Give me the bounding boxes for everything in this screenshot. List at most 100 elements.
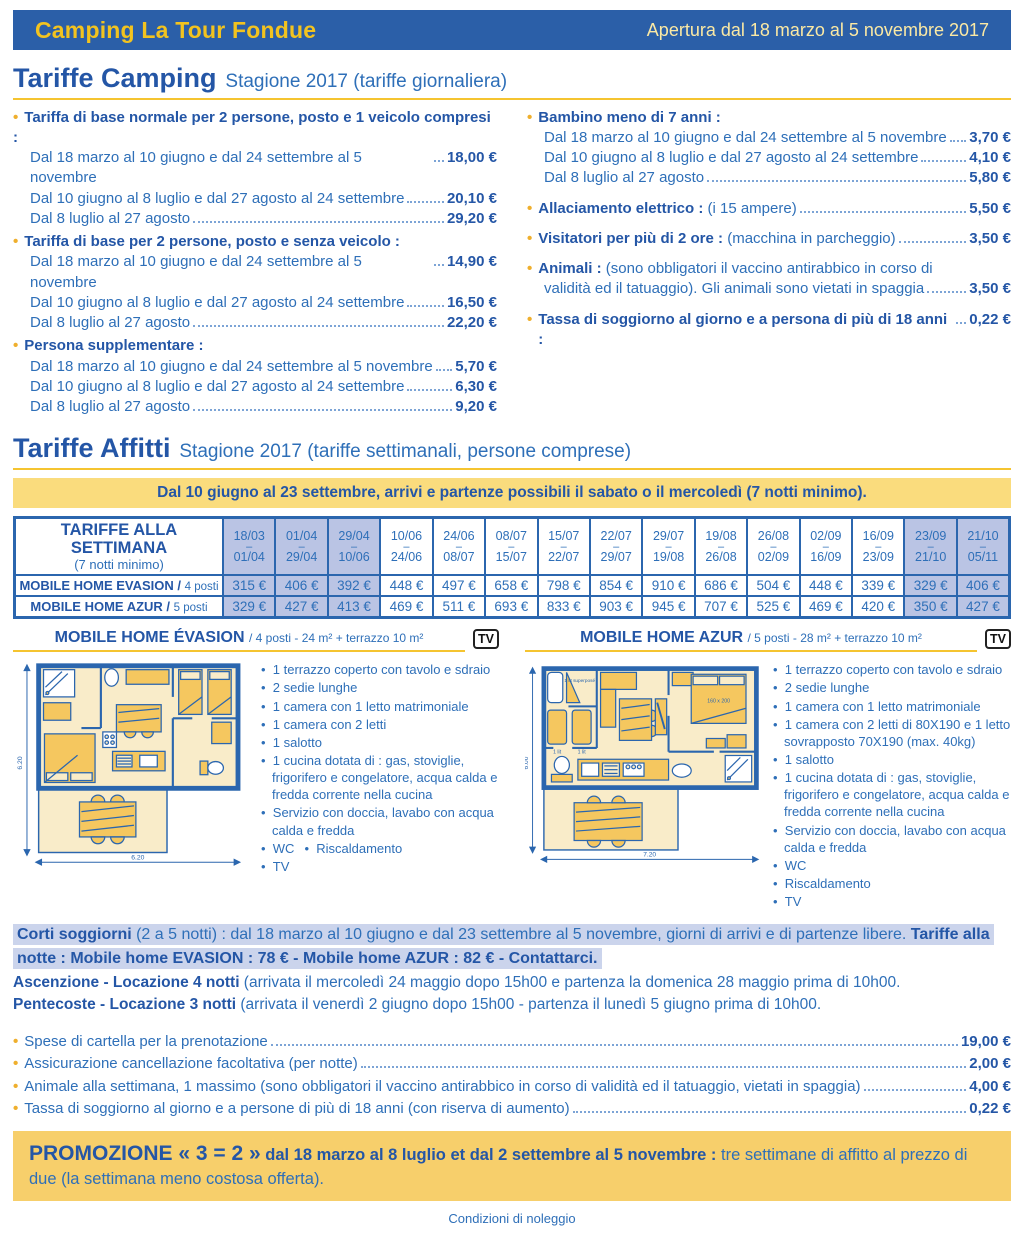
feature-item: 1 salotto [261, 734, 499, 751]
shower-icon [724, 755, 753, 783]
price-label: Dal 18 marzo al 10 giugno e dal 24 sette… [544, 128, 947, 146]
dining-table-icon [618, 698, 658, 742]
date-column: 16/09–23/09 [851, 516, 906, 577]
price-line: Dal 10 giugno al 8 luglio e dal 27 agost… [527, 148, 1011, 168]
cabinet [671, 671, 694, 687]
tv-icon: TV [985, 629, 1011, 650]
feature-item: Servizio con doccia, lavabo con acqua ca… [773, 822, 1011, 856]
azur-floor-plan: 6.00 7.20 [525, 666, 760, 864]
bullet-icon: • [13, 337, 19, 355]
price-value: 29,20 € [446, 209, 497, 227]
price-value: 9,20 € [455, 398, 497, 416]
feature-item: 1 cucina dotata di : gas, stoviglie, fri… [261, 752, 499, 803]
price-value: 0,22 € [969, 310, 1011, 328]
extra-label: Animale alla settimana, 1 massimo (sono … [24, 1077, 861, 1095]
price-cell: 707 € [693, 595, 749, 619]
price-label: Dal 8 luglio al 27 agosto [30, 209, 191, 227]
short-stays-text: (2 a 5 notti) : dal 18 marzo al 10 giugn… [131, 926, 911, 944]
tariff-group: • Allaciamento elettrico : (i 15 ampere) 5… [527, 199, 1011, 219]
extra-price: 0,22 € [969, 1100, 1011, 1118]
extra-line: • Spese di cartella per la prenotazione 19… [13, 1031, 1011, 1054]
feature-item: WC [773, 857, 1011, 874]
rental-conditions-link[interactable]: Condizioni di noleggio [448, 1211, 576, 1227]
dot-leader [407, 388, 453, 391]
price-cell: 406 € [955, 574, 1011, 598]
date-column: 26/08–02/09 [746, 516, 801, 577]
price-cell: 448 € [379, 574, 434, 598]
price-cell: 329 € [221, 595, 277, 619]
price-value: 16,50 € [446, 293, 497, 311]
dot-leader [956, 321, 967, 324]
dot-leader [707, 180, 967, 183]
price-value: 20,10 € [446, 189, 497, 207]
bunk-label: 1 lit superposé [564, 678, 595, 684]
price-line: Dal 10 giugno al 8 luglio e dal 27 agost… [13, 189, 497, 209]
feature-item: 1 terrazzo coperto con tavolo e sdraio [261, 661, 499, 678]
price-cell: 686 € [693, 574, 749, 598]
feature-item: 1 terrazzo coperto con tavolo e sdraio [773, 661, 1011, 678]
camping-left-column: • Tariffa di base normale per 2 persone, … [13, 108, 497, 421]
price-value: 22,20 € [446, 314, 497, 332]
dot-leader [927, 291, 967, 294]
table-header-row: TARIFFE ALLA SETTIMANA (7 notti minimo) … [13, 516, 1011, 577]
header-bar: Camping La Tour Fondue Apertura dal 18 m… [13, 10, 1011, 50]
feature-item: 1 camera con 1 letto matrimoniale [261, 698, 499, 715]
tariff-heading: Tariffa di base per 2 persone, posto e s… [24, 233, 400, 251]
price-line: • Visitatori per più di 2 ore : (macchina… [527, 229, 1011, 249]
price-cell: 413 € [326, 595, 382, 619]
price-value: 3,70 € [969, 128, 1011, 146]
dot-leader [407, 200, 444, 203]
camping-title: Tariffe Camping Stagione 2017 (tariffe g… [13, 60, 1011, 94]
price-line: • Allaciamento elettrico : (i 15 ampere) 5… [527, 199, 1011, 219]
bed-label: 1 lit [578, 750, 587, 756]
evasion-feature-list: 1 terrazzo coperto con tavolo e sdraio 2… [251, 660, 499, 876]
date-column: 22/07–29/07 [588, 516, 644, 577]
price-cell: 833 € [536, 595, 591, 619]
tariff-group: • Bambino meno di 7 anni : Dal 18 marzo a… [527, 108, 1011, 189]
feature-item: WC Riscaldamento [261, 840, 499, 857]
price-label: Dal 8 luglio al 27 agosto [544, 169, 705, 187]
feature-item: 2 sedie lunghe [261, 679, 499, 696]
price-line: Dal 18 marzo al 10 giugno e dal 24 sette… [13, 252, 497, 293]
date-column: 18/03–01/04 [221, 516, 277, 577]
bath-sink-icon [671, 763, 692, 779]
table-row-azur: MOBILE HOME AZUR / 5 posti 329 € 427 € 4… [13, 595, 1011, 619]
weekly-tariff-table: TARIFFE ALLA SETTIMANA (7 notti minimo) … [13, 515, 1011, 620]
dot-leader [433, 264, 444, 267]
kitchen-counter-icon [577, 758, 670, 781]
tv-icon: TV [473, 629, 499, 650]
section-extras: • Spese di cartella per la prenotazione 19… [13, 1031, 1011, 1121]
tariff-heading: Persona supplementare : [24, 337, 204, 355]
bench [705, 734, 747, 749]
price-cell: 406 € [274, 574, 329, 598]
price-cell: 497 € [431, 574, 487, 598]
dot-leader [407, 304, 444, 307]
cabinet [654, 698, 668, 736]
dining-table-icon [115, 704, 162, 739]
camping-right-column: • Bambino meno di 7 anni : Dal 18 marzo a… [527, 108, 1011, 421]
tariff-heading: Bambino meno di 7 anni : [538, 108, 721, 126]
price-cell: 945 € [641, 595, 696, 619]
table-row-evasion: MOBILE HOME EVASION / 4 posti 315 € 406 … [13, 574, 1011, 598]
extra-price: 19,00 € [960, 1032, 1011, 1050]
price-line: Dal 8 luglio al 27 agosto 5,80 € [527, 168, 1011, 188]
bullet-icon: • [13, 233, 19, 251]
evasion-floor-plan: 6.20 6.20 [17, 663, 242, 867]
tariff-group: • Tassa di soggiorno al giorno e a person… [527, 310, 1011, 351]
dot-leader [433, 160, 444, 163]
price-line: • Tassa di soggiorno al giorno e a person… [527, 310, 1011, 351]
home-title: MOBILE HOME AZUR / 5 posti - 28 m² + ter… [525, 629, 978, 653]
affitti-title-main: Tariffe Affitti [13, 433, 171, 464]
date-column: 10/06–24/06 [379, 516, 434, 577]
price-label: Dal 10 giugno al 8 luglio e dal 27 agost… [30, 189, 405, 207]
season-banner: Dal 10 giugno al 23 settembre, arrivi e … [13, 477, 1011, 508]
dot-leader [921, 160, 967, 163]
price-cell: 448 € [798, 574, 854, 598]
sink-icon [104, 668, 120, 688]
plan-height-label: 6.00 [525, 757, 530, 770]
date-column: 02/09–16/09 [798, 516, 854, 577]
price-line: Dal 8 luglio al 27 agosto 29,20 € [13, 209, 497, 229]
sofa-icon [125, 669, 170, 686]
price-cell: 427 € [274, 595, 329, 619]
